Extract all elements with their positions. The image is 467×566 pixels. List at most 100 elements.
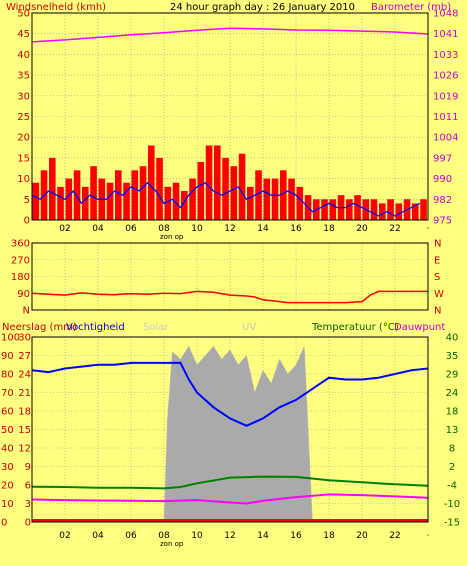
x-tick-label: 18 — [323, 531, 335, 541]
solar-axis-label: Solar — [143, 322, 169, 333]
humidity-line — [31, 361, 429, 427]
humidity-tick-label: 0 — [1, 518, 7, 529]
x-tick-label: 14 — [257, 531, 269, 541]
wind-speed-bar — [115, 170, 122, 220]
wind-speed-bar — [73, 170, 81, 220]
rain-tick-label: 12 — [18, 444, 31, 455]
wind-speed-bar — [222, 157, 229, 220]
wind-speed-bar — [370, 199, 378, 220]
y-tick-label: 180 — [11, 272, 30, 283]
wind-speed-bar — [189, 178, 196, 220]
wind-speed-bar — [296, 186, 304, 220]
wind-speed-bar — [420, 199, 427, 220]
wind-axis-label: Windsnelheid (kmh) — [6, 2, 106, 13]
wind-speed-bar — [214, 145, 221, 220]
humidity-tick-label: 100 — [1, 333, 20, 344]
humidity-tick-label: 60 — [1, 407, 14, 418]
x-tick-label: 06 — [125, 531, 137, 541]
y-tick-label: 8 — [449, 444, 455, 455]
y-tick-label: 1019 — [433, 91, 458, 102]
y-tick-label: 29 — [446, 370, 459, 381]
rain-tick-label: 15 — [18, 425, 31, 436]
wind-panel-frame — [31, 12, 429, 221]
y-tick-label: 90 — [17, 289, 30, 300]
x-tick-label: 04 — [92, 531, 104, 541]
wind-speed-bar — [321, 199, 328, 220]
rain-humidity-y-ticks: 0 3 6 9 12 15 18 21 24 27 30 0 10 20 30 40 50 60 70 80 90 100 — [1, 333, 31, 529]
wind-speed-bar — [197, 162, 205, 220]
y-tick-label: 990 — [433, 174, 452, 185]
y-tick-label: 0 — [24, 216, 30, 227]
humidity-axis-label: Vochtigheid — [66, 322, 125, 333]
wind-speed-bar — [230, 166, 238, 220]
wind-speed-bar — [32, 182, 40, 220]
humidity-tick-label: 50 — [1, 425, 14, 436]
rain-tick-label: 21 — [18, 388, 31, 399]
y-tick-label: 25 — [17, 112, 30, 123]
wind-speed-bar — [90, 166, 97, 220]
y-tick-label: 982 — [433, 195, 452, 206]
direction-grid — [32, 243, 428, 310]
x-tick-label: · — [427, 224, 430, 234]
humidity-tick-label: 70 — [1, 388, 14, 399]
wind-speed-bar — [412, 203, 419, 220]
y-tick-label: -10 — [444, 499, 460, 510]
wind-direction-line — [31, 290, 428, 304]
rain-tick-label: 0 — [25, 518, 31, 529]
wind-speed-bar — [49, 157, 56, 220]
wind-speed-bar — [164, 186, 172, 220]
x-tick-label: 08 — [158, 531, 170, 541]
y-tick-label: 2 — [449, 462, 455, 473]
wind-speed-bar — [181, 191, 188, 220]
climate-plot-marks — [31, 345, 429, 523]
climate-panel-frame — [31, 336, 429, 523]
x-tick-label: 20 — [356, 531, 368, 541]
x-tick-label: 02 — [59, 531, 70, 541]
y-tick-label: 1033 — [433, 50, 458, 61]
x-tick-label: 20 — [356, 224, 368, 234]
rain-tick-label: 9 — [25, 462, 31, 473]
rain-tick-label: 24 — [18, 370, 31, 381]
y-tick-label: 20 — [17, 133, 30, 144]
x-tick-label: 10 — [191, 224, 203, 234]
x-tick-label: 10 — [191, 531, 203, 541]
x-tick-label: 04 — [92, 224, 104, 234]
y-tick-label: 270 — [11, 255, 30, 266]
wind-speed-bar — [65, 178, 73, 220]
solar-radiation-area — [163, 345, 313, 523]
y-tick-label: 10 — [17, 174, 30, 185]
x-tick-label: 08 — [158, 224, 170, 234]
wind-speed-bar — [247, 186, 254, 220]
wind-speed-bar — [280, 170, 287, 220]
wind-speed-bar — [106, 182, 114, 220]
wind-speed-bar — [288, 178, 295, 220]
wind-speed-bar — [139, 166, 147, 220]
x-tick-label: 06 — [125, 224, 137, 234]
wind-speed-bar — [57, 186, 64, 220]
humidity-tick-label: 40 — [1, 444, 14, 455]
x-tick-label: · — [427, 531, 430, 541]
sunrise-label-top: zon op — [160, 233, 184, 241]
temperature-line — [31, 475, 429, 490]
chart-title: 24 hour graph day : 26 January 2010 — [170, 2, 355, 13]
y-tick-label: 1026 — [433, 71, 458, 82]
humidity-tick-label: 20 — [1, 481, 14, 492]
wind-speed-bar — [346, 199, 353, 220]
wind-average-line — [31, 181, 421, 217]
barometer-line — [31, 27, 429, 43]
x-tick-label: 16 — [290, 531, 302, 541]
temperature-axis-label: Temperatuur (°C) — [311, 322, 399, 333]
x-tick-label: 22 — [389, 531, 400, 541]
y-tick-label: -4 — [447, 481, 457, 492]
humidity-tick-label: 30 — [1, 462, 14, 473]
wind-speed-bar — [131, 170, 139, 220]
dewpoint-line — [31, 493, 429, 505]
wind-speed-bar — [148, 145, 155, 220]
rain-tick-label: 18 — [18, 407, 31, 418]
y-tick-label: 40 — [446, 333, 459, 344]
wind-grid — [32, 13, 428, 220]
wind-speed-bar — [82, 186, 89, 220]
y-tick-label: 15 — [17, 153, 30, 164]
direction-panel-frame — [31, 242, 429, 311]
